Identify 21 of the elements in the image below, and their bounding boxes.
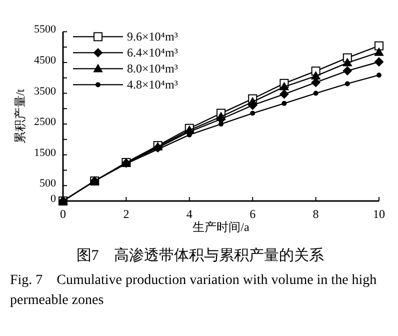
x-tick-label: 0 — [60, 207, 66, 221]
y-tick-label: 5500 — [34, 24, 56, 36]
legend-label: 8.0×10⁴m³ — [127, 62, 178, 76]
y-tick-label: 1500 — [34, 146, 56, 159]
x-tick-label: 8 — [312, 207, 319, 221]
caption: Fig. 7 Cumulative production variation with volume in the high permeable zones — [10, 272, 378, 310]
legend-label: 6.4×10⁴m³ — [127, 46, 178, 60]
y-tick-label: 3500 — [34, 85, 56, 98]
y-tick-label: 2500 — [34, 116, 56, 128]
legend-label: 4.8×10⁴m³ — [127, 78, 178, 92]
x-tick-label: 2 — [123, 207, 130, 221]
caption: 图7 高渗透带体积与累积产量的关系 — [75, 246, 325, 266]
legend-label: 9.6×10⁴m³ — [127, 30, 178, 44]
x-tick-label: 4 — [186, 207, 192, 221]
y-tick-label: 500 — [40, 178, 56, 190]
x-tick-label: 6 — [250, 207, 256, 221]
y-tick-label: 0 — [50, 193, 56, 205]
y-axis-title: 累积产量/t — [13, 88, 27, 144]
x-axis-title: 生产时间/a — [192, 220, 250, 234]
y-tick-label: 4500 — [34, 54, 56, 66]
x-tick-label: 10 — [373, 207, 385, 221]
